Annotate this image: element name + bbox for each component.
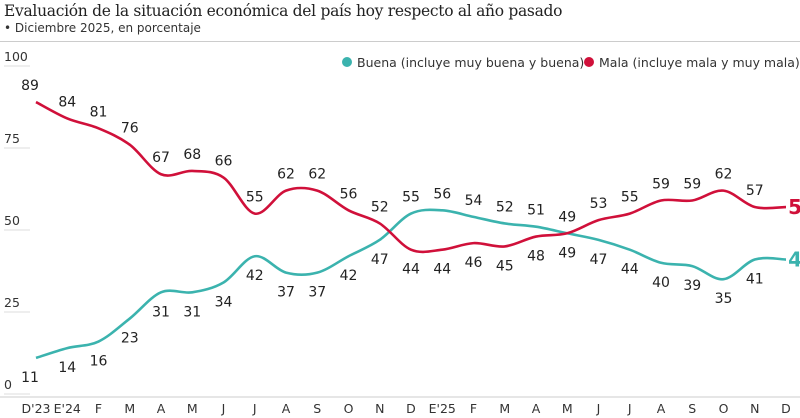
mala-data-label: 81 bbox=[90, 104, 108, 120]
x-tick-label: J bbox=[627, 401, 632, 416]
mala-data-label: 52 bbox=[371, 199, 389, 215]
mala-data-label: 49 bbox=[558, 209, 576, 225]
buena-data-label: 49 bbox=[558, 245, 576, 261]
buena-data-label: 41 bbox=[746, 272, 764, 288]
x-tick-label: A bbox=[532, 401, 541, 416]
mala-data-label: 57 bbox=[788, 195, 800, 219]
buena-data-label: 11 bbox=[21, 370, 39, 386]
buena-data-label: 35 bbox=[715, 291, 733, 307]
x-tick-label: J bbox=[221, 401, 226, 416]
y-tick-label: 0 bbox=[4, 377, 12, 392]
mala-data-label: 45 bbox=[496, 258, 514, 274]
buena-data-label: 42 bbox=[340, 268, 358, 284]
x-tick-label: A bbox=[282, 401, 291, 416]
buena-data-label: 44 bbox=[621, 262, 639, 278]
x-tick-label: J bbox=[596, 401, 601, 416]
mala-data-label: 57 bbox=[746, 183, 764, 199]
mala-data-label: 46 bbox=[465, 255, 483, 271]
x-tick-label: D'23 bbox=[22, 401, 51, 416]
legend-mala-label: Mala (incluye mala y muy mala) bbox=[599, 55, 800, 70]
x-tick-label: S bbox=[313, 401, 321, 416]
mala-data-label: 48 bbox=[527, 249, 545, 265]
mala-data-label: 55 bbox=[246, 190, 264, 206]
y-tick-label: 100 bbox=[4, 49, 28, 64]
y-tick-label: 50 bbox=[4, 213, 20, 228]
buena-line bbox=[35, 208, 787, 360]
buena-data-label: 37 bbox=[277, 285, 295, 301]
x-tick-label: J bbox=[252, 401, 257, 416]
buena-data-label: 31 bbox=[152, 304, 170, 320]
buena-data-label: 39 bbox=[683, 278, 701, 294]
buena-data-label: 52 bbox=[496, 199, 514, 215]
y-tick-label: 25 bbox=[4, 295, 20, 310]
buena-data-label: 54 bbox=[465, 193, 483, 209]
x-tick-label: F bbox=[95, 401, 102, 416]
buena-data-label: 14 bbox=[58, 360, 76, 376]
x-tick-label: E'24 bbox=[54, 401, 81, 416]
x-tick-label: S bbox=[688, 401, 696, 416]
y-tick-label: 75 bbox=[4, 131, 20, 146]
buena-data-label: 51 bbox=[527, 203, 545, 219]
mala-data-label: 67 bbox=[152, 150, 170, 166]
buena-data-label: 47 bbox=[371, 252, 389, 268]
x-tick-label: N bbox=[750, 401, 759, 416]
x-tick-label: D bbox=[406, 401, 416, 416]
legend-buena-marker bbox=[342, 57, 352, 67]
x-tick-label: O bbox=[344, 401, 354, 416]
x-tick-label: M bbox=[499, 401, 510, 416]
buena-data-label: 56 bbox=[433, 186, 451, 202]
mala-data-label: 84 bbox=[58, 94, 76, 110]
mala-data-label: 62 bbox=[715, 167, 733, 183]
x-tick-label: A bbox=[657, 401, 666, 416]
mala-data-label: 89 bbox=[21, 78, 39, 94]
divider bbox=[0, 41, 800, 42]
mala-data-label: 55 bbox=[621, 190, 639, 206]
buena-data-label: 42 bbox=[246, 268, 264, 284]
buena-data-label: 31 bbox=[183, 304, 201, 320]
mala-data-label: 56 bbox=[340, 186, 358, 202]
mala-data-label: 68 bbox=[183, 147, 201, 163]
buena-data-label: 16 bbox=[90, 354, 108, 370]
x-tick-label: F bbox=[470, 401, 477, 416]
x-tick-label: O bbox=[719, 401, 729, 416]
x-tick-label: M bbox=[124, 401, 135, 416]
mala-data-label: 59 bbox=[683, 176, 701, 192]
mala-data-label: 66 bbox=[215, 154, 233, 170]
mala-data-label: 62 bbox=[308, 167, 326, 183]
mala-data-label: 53 bbox=[590, 196, 608, 212]
legend-buena-label: Buena (incluye muy buena y buena) bbox=[357, 55, 584, 70]
buena-data-label: 40 bbox=[652, 275, 670, 291]
x-tick-label: E'25 bbox=[429, 401, 456, 416]
x-tick-label: M bbox=[187, 401, 198, 416]
buena-data-label: 34 bbox=[215, 294, 233, 310]
x-tick-label: N bbox=[375, 401, 384, 416]
x-tick-label: D bbox=[781, 401, 791, 416]
mala-data-label: 76 bbox=[121, 121, 139, 137]
buena-data-label: 41 bbox=[788, 248, 800, 272]
mala-line bbox=[35, 100, 787, 254]
chart-subtitle: • Diciembre 2025, en porcentaje bbox=[4, 21, 201, 35]
legend-mala-marker bbox=[584, 57, 594, 67]
mala-data-label: 62 bbox=[277, 167, 295, 183]
x-tick-label: M bbox=[562, 401, 573, 416]
mala-data-label: 59 bbox=[652, 176, 670, 192]
mala-data-label: 44 bbox=[402, 262, 420, 278]
mala-data-label: 44 bbox=[433, 262, 451, 278]
chart-title: Evaluación de la situación económica del… bbox=[4, 2, 563, 20]
buena-data-label: 55 bbox=[402, 190, 420, 206]
buena-data-label: 37 bbox=[308, 285, 326, 301]
x-tick-label: A bbox=[157, 401, 166, 416]
buena-data-label: 47 bbox=[590, 252, 608, 268]
buena-data-label: 23 bbox=[121, 331, 139, 347]
